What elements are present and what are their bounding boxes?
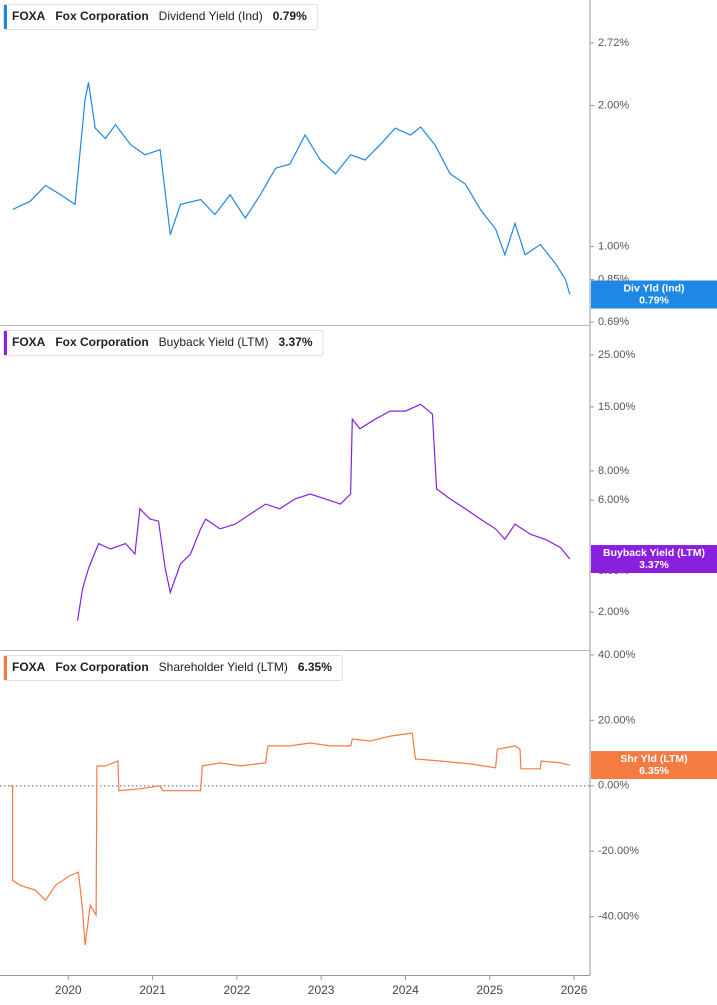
legend-text: FOXA [12,9,46,23]
y-tick-label: 0.69% [598,316,629,328]
x-tick-label: 2024 [392,983,419,997]
value-tag [591,545,717,574]
legend-text: Fox Corporation [55,335,148,349]
y-tick-label: 15.00% [598,401,636,413]
legend-box [3,330,324,356]
legend-text: 6.35% [298,660,332,674]
legend-text: Fox Corporation [55,9,148,23]
legend-box [3,4,318,30]
legend: FOXA Fox Corporation Dividend Yield (Ind) 0… [3,4,318,30]
legend-swatch [4,656,7,680]
value-tag-name: Buyback Yield (LTM) [603,547,705,559]
series-line [76,403,571,621]
legend-box [3,655,343,681]
value-tag-name: Shr Yld (LTM) [620,753,687,765]
legend-swatch [4,5,7,29]
legend-text: Fox Corporation [55,660,148,674]
x-tick-label: 2025 [476,983,503,997]
y-tick-label: -20.00% [598,845,639,857]
legend-text: Dividend Yield (Ind) [159,9,263,23]
y-tick-label: 40.00% [598,649,636,661]
legend-swatch [4,331,7,355]
value-tag-value: 0.79% [639,294,669,306]
panel: 40.00% 20.00% 0.00% -20.00% -40.00% 2020 2021 2… [0,649,717,997]
value-tag-value: 3.37% [639,559,669,571]
value-tag [591,280,717,309]
legend-text: FOXA [12,335,46,349]
y-tick-label: 8.00% [598,465,629,477]
panel: 25.00%15.00%8.00%6.00%3.00%2.00%Buyback … [3,330,717,621]
y-tick-label: 2.72% [598,37,629,49]
y-tick-label: 2.00% [598,99,629,111]
y-tick-label: 25.00% [598,349,636,361]
y-tick-label: -40.00% [598,911,639,923]
legend-text: 0.79% [273,9,307,23]
x-tick-label: 2022 [223,983,250,997]
value-tag-value: 6.35% [639,765,669,777]
legend-text: FOXA [12,660,46,674]
value-tag [591,751,717,780]
series-line [12,82,571,295]
y-tick-label: 2.00% [598,606,629,618]
legend-text: Shareholder Yield (LTM) [159,660,288,674]
series-line [10,732,570,945]
x-tick-label: 2020 [55,983,82,997]
y-tick-label: 1.00% [598,240,629,252]
y-tick-label: 20.00% [598,714,636,726]
legend: FOXA Fox Corporation Buyback Yield (LTM) 3.… [3,330,324,356]
legend: FOXA Fox Corporation Shareholder Yield (LT… [3,655,343,681]
panel: 2.72%2.00%1.00%0.85%0.69%Div Yld (Ind)0.… [3,4,717,328]
value-tag-name: Div Yld (Ind) [623,282,684,294]
y-tick-label: 0.00% [598,780,629,792]
legend-text: Buyback Yield (LTM) [159,335,269,349]
legend-text: 3.37% [279,335,313,349]
x-tick-label: 2021 [139,983,166,997]
x-tick-label: 2023 [308,983,335,997]
y-tick-label: 6.00% [598,494,629,506]
x-tick-label: 2026 [561,983,588,997]
